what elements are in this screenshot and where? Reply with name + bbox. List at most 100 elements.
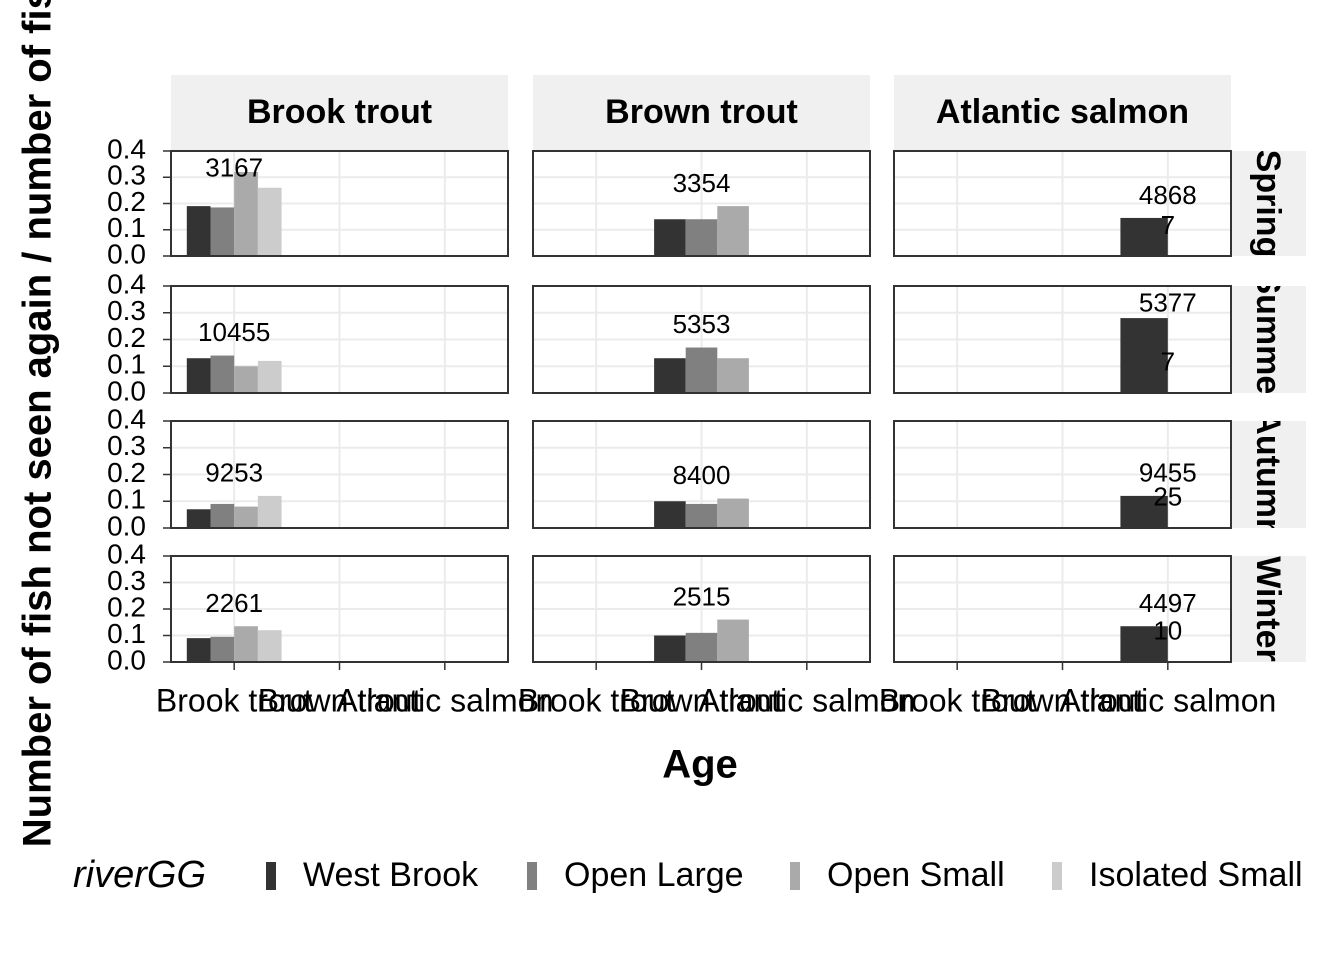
bar	[654, 358, 686, 393]
y-tick-label: 0.2	[107, 591, 146, 622]
panel-border	[893, 285, 1232, 394]
y-tick-label: 0.0	[107, 238, 146, 269]
bar	[257, 360, 282, 393]
bar	[257, 630, 282, 662]
strip	[1232, 286, 1306, 393]
y-tick-label: 0.1	[107, 212, 146, 243]
bar	[210, 355, 235, 393]
data-label: 7	[1161, 210, 1175, 240]
y-axis-title: Number of fish not seen again / number o…	[16, 0, 60, 847]
panel-border	[170, 150, 509, 257]
x-tick-label: Brown trout	[981, 682, 1145, 718]
strip-label: Summer	[1249, 271, 1287, 407]
strip-label: Atlantic salmon	[936, 93, 1189, 131]
data-label: 5377	[1139, 288, 1197, 318]
strip	[1232, 151, 1306, 256]
y-tick-label: 0.4	[107, 538, 146, 569]
legend-key	[790, 862, 800, 890]
data-label: 5353	[673, 309, 731, 339]
strip-label: Brook trout	[247, 93, 432, 131]
bar	[1120, 217, 1168, 256]
panel-group: 2261	[186, 588, 282, 662]
bar	[685, 503, 718, 528]
data-label: 3354	[673, 168, 731, 198]
panel-border	[893, 150, 1232, 257]
bar	[654, 501, 686, 528]
panel-group: 5353	[654, 309, 749, 393]
data-label: 2261	[205, 588, 263, 618]
strip-group: Autumn	[1249, 410, 1287, 538]
panel-border	[532, 420, 871, 529]
bar	[685, 632, 718, 662]
bar	[654, 635, 686, 662]
y-tick-label: 0.3	[107, 160, 146, 191]
data-label: 7	[1161, 346, 1175, 376]
panel-group: 10455	[186, 317, 282, 393]
panel-group: 9253	[186, 457, 282, 528]
y-tick-label: 0.4	[107, 403, 146, 434]
bar	[186, 206, 211, 256]
panel-group: 2515	[654, 581, 749, 662]
bar	[1120, 495, 1168, 528]
data-label: 10	[1153, 616, 1182, 646]
panel-border	[532, 150, 871, 257]
y-tick-label: 0.4	[107, 268, 146, 299]
legend-title: riverGG	[73, 854, 206, 896]
bar	[717, 498, 749, 528]
strip	[894, 75, 1231, 150]
data-label: 551	[212, 126, 255, 156]
data-label: 4497	[1139, 588, 1197, 618]
data-label: 9253	[205, 457, 263, 487]
x-axis-title: Age	[662, 743, 738, 787]
y-tick-label: 0.0	[107, 644, 146, 675]
data-label: 4868	[1139, 180, 1197, 210]
strip-label: Autumn	[1249, 410, 1287, 538]
legend-label: Open Large	[564, 856, 744, 894]
strip-group: Summer	[1249, 271, 1287, 407]
strip	[171, 75, 508, 150]
bar	[234, 172, 258, 256]
x-tick-label: Brook trout	[518, 682, 675, 718]
y-tick-label: 0.0	[107, 510, 146, 541]
x-tick-label: Brown trout	[258, 682, 422, 718]
y-tick-label: 0.4	[107, 133, 146, 164]
y-tick-label: 0.1	[107, 618, 146, 649]
legend-key	[527, 862, 537, 890]
strip	[533, 75, 870, 150]
x-tick-label: Atlantic salmon	[1059, 682, 1276, 718]
legend-label: Isolated Small	[1089, 856, 1303, 894]
bar	[685, 347, 718, 393]
bar	[257, 495, 282, 528]
data-label: 10455	[198, 317, 270, 347]
y-tick-label: 0.2	[107, 186, 146, 217]
bar	[234, 366, 258, 393]
legend-label: West Brook	[303, 856, 479, 894]
x-tick-label: Brook trout	[156, 682, 313, 718]
y-tick-label: 0.1	[107, 349, 146, 380]
data-label: 2515	[673, 581, 731, 611]
bar	[210, 503, 235, 528]
bar	[717, 358, 749, 393]
panel-border	[170, 420, 509, 529]
x-tick-label: Brown trout	[620, 682, 784, 718]
panel-group: 3167551	[186, 126, 282, 256]
strip-label: Winter	[1249, 556, 1287, 661]
bar	[717, 206, 749, 256]
bar	[654, 219, 686, 256]
legend-label: Open Small	[827, 856, 1005, 894]
bar	[234, 626, 258, 662]
strip-group: Winter	[1249, 556, 1287, 661]
panel-group: 5377 7	[1120, 288, 1197, 393]
y-tick-label: 0.2	[107, 457, 146, 488]
y-tick-label: 0.0	[107, 375, 146, 406]
panel-group: 3354	[654, 168, 749, 256]
bar	[257, 187, 282, 256]
panel-border	[532, 285, 871, 394]
y-tick-label: 0.3	[107, 565, 146, 596]
panel-group: 8400	[654, 460, 749, 528]
data-label: 3167	[205, 152, 263, 182]
